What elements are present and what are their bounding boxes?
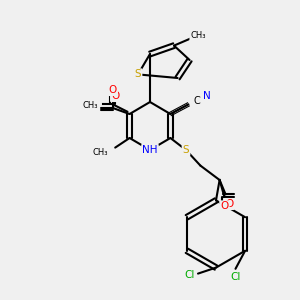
Text: O: O <box>111 91 119 101</box>
Text: NH: NH <box>142 145 158 155</box>
Text: S: S <box>135 69 141 80</box>
Text: CH₃: CH₃ <box>92 148 108 157</box>
Text: CH₃: CH₃ <box>190 32 206 40</box>
Text: O: O <box>109 85 117 95</box>
Text: O: O <box>220 201 229 212</box>
Text: CH₃: CH₃ <box>83 101 98 110</box>
Text: Cl: Cl <box>184 270 195 280</box>
Text: C: C <box>194 96 200 106</box>
Text: Cl: Cl <box>230 272 241 282</box>
Text: S: S <box>183 145 189 155</box>
Text: O: O <box>225 199 233 209</box>
Text: N: N <box>202 91 210 101</box>
